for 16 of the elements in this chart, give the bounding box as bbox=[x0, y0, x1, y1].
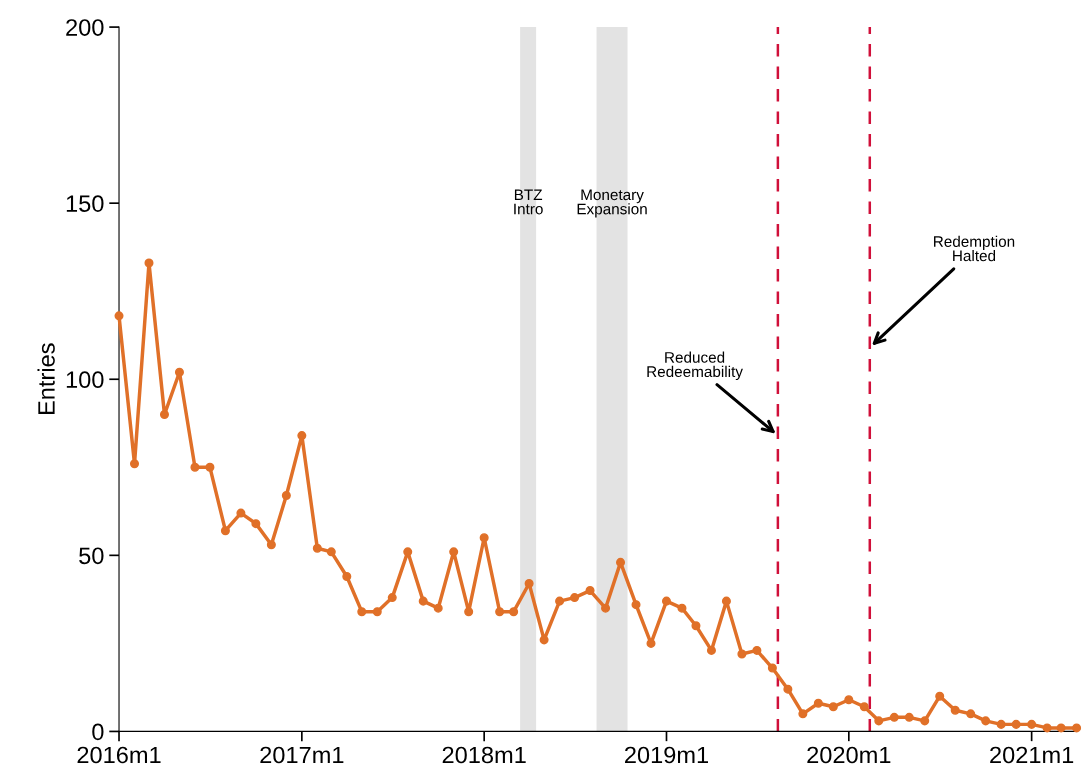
y-axis-title: Entries bbox=[37, 343, 55, 415]
y-tick-label: 50 bbox=[79, 547, 104, 565]
ref-line-label: Reduced Redeemability bbox=[647, 351, 743, 381]
ref-line-label: Redemption Halted bbox=[934, 235, 1015, 262]
x-tick-label: 2016m1 bbox=[77, 746, 161, 764]
y-tick-label: 100 bbox=[66, 371, 104, 389]
band-label: Monetary Expansion bbox=[577, 189, 647, 218]
x-tick-label: 2020m1 bbox=[807, 746, 891, 764]
band-label: BTZ Intro bbox=[514, 189, 543, 215]
x-tick-label: 2021m1 bbox=[990, 746, 1074, 764]
y-tick-label: 0 bbox=[92, 723, 104, 741]
x-tick-label: 2017m1 bbox=[260, 746, 344, 764]
y-tick-label: 150 bbox=[66, 195, 104, 212]
y-tick-label: 200 bbox=[66, 19, 104, 36]
x-tick-label: 2019m1 bbox=[625, 746, 708, 764]
x-tick-label: 2018m1 bbox=[442, 746, 526, 764]
